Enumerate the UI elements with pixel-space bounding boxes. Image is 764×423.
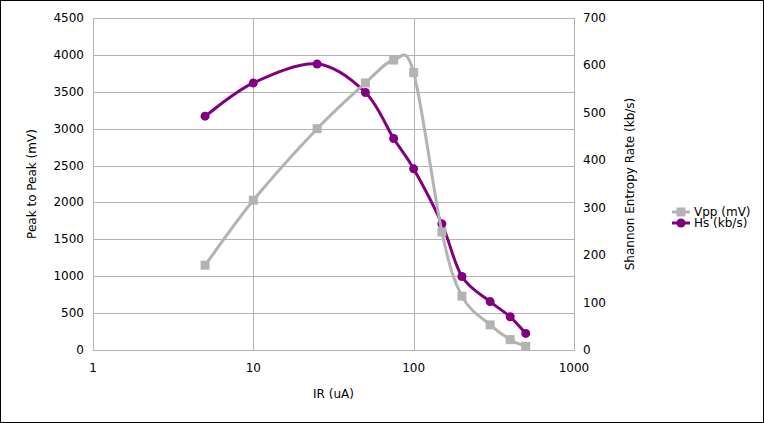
y-tick-label: 500 [61,306,84,320]
data-point [361,78,370,87]
y2-tick-label: 400 [583,153,606,167]
data-point [506,312,515,321]
y2-tick-label: 300 [583,201,606,215]
chart-border [1,1,764,423]
data-point [457,292,466,301]
y-grid-line [93,239,574,240]
y-grid-line [93,202,574,203]
y-grid-line [93,313,574,314]
x-tick-label: 100 [402,361,425,375]
data-point [389,134,398,143]
legend: Vpp (mV)Hs (kb/s) [672,205,751,230]
x-grid-line [414,18,415,350]
y-grid-line [93,55,574,56]
y2-tick-label: 100 [583,296,606,310]
legend-marker [677,219,686,228]
y-grid-line [93,276,574,277]
data-point [249,196,258,205]
y2-tick-label: 700 [583,11,606,25]
legend-marker [677,208,686,217]
y2-axis-title: Shannon Entropy Rate (kb/s) [623,98,637,271]
data-point [506,335,515,344]
data-point [457,272,466,281]
y-grid-line [93,129,574,130]
data-point [201,112,210,121]
data-point [313,60,322,69]
data-point [521,342,530,350]
chart: 0500100015002000250030003500400045000100… [0,0,764,423]
data-point [409,68,418,77]
data-point [249,78,258,87]
y-tick-label: 3500 [53,85,84,99]
y2-tick-label: 0 [583,343,591,357]
data-point [313,124,322,133]
series-line [205,55,526,346]
y-tick-label: 3000 [53,122,84,136]
data-point [486,320,495,329]
x-tick-label: 1000 [559,361,590,375]
axes: 0500100015002000250030003500400045000100… [53,11,605,375]
x-grid-line [253,18,254,350]
x-axis-title: IR (uA) [313,387,354,401]
y2-tick-label: 200 [583,248,606,262]
y-tick-label: 4000 [53,48,84,62]
y-tick-label: 2000 [53,195,84,209]
x-tick-label: 1 [89,361,97,375]
data-point [486,297,495,306]
y-axis-title: Peak to Peak (mV) [25,129,39,239]
y-tick-label: 0 [76,343,84,357]
legend-label: Hs (kb/s) [694,216,747,230]
x-tick-label: 10 [246,361,261,375]
y-tick-label: 2500 [53,159,84,173]
series [201,55,531,350]
y-tick-label: 1500 [53,232,84,246]
data-point [521,329,530,338]
grid [93,18,575,351]
y2-tick-label: 600 [583,58,606,72]
y2-tick-label: 500 [583,106,606,120]
data-point [201,261,210,270]
y-grid-line [93,92,574,93]
plot-area [201,55,531,350]
y-tick-label: 4500 [53,11,84,25]
data-point [389,56,398,65]
y-tick-label: 1000 [53,269,84,283]
data-point [437,227,446,236]
series [201,60,531,338]
plot-frame [94,19,575,351]
data-point [361,88,370,97]
series-line [205,64,526,334]
y-grid-line [93,166,574,167]
data-point [409,164,418,173]
